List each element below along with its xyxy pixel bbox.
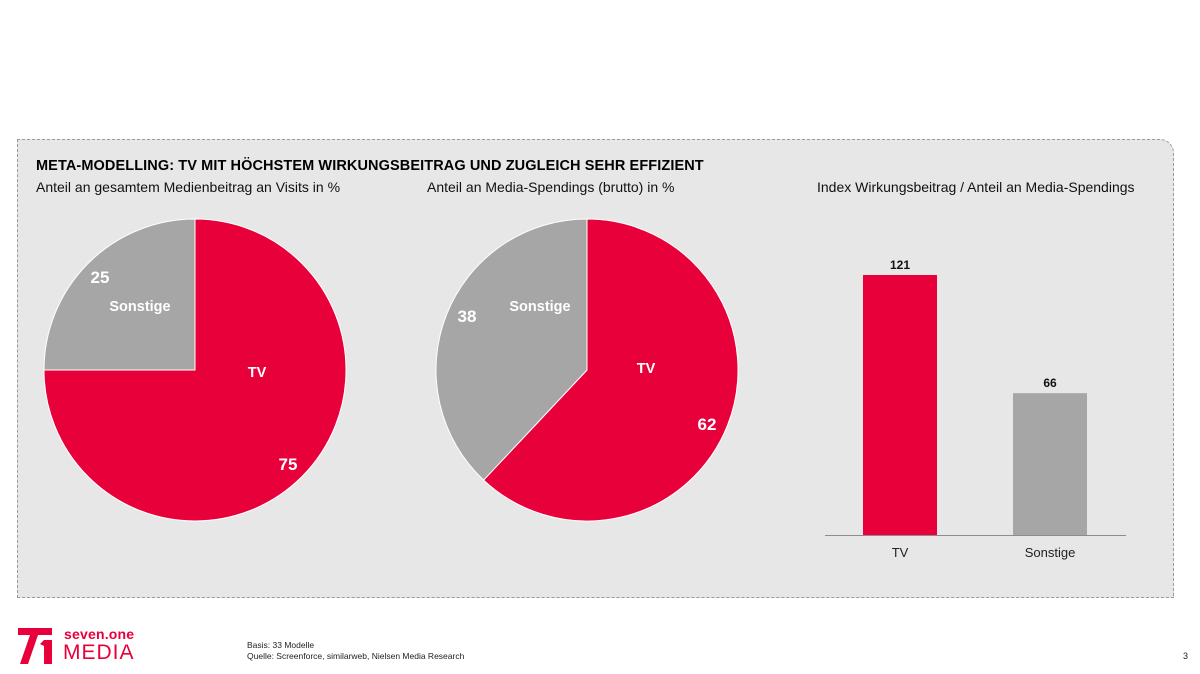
footnote-source: Quelle: Screenforce, similarweb, Nielsen… [247,651,464,661]
bar-value-tv: 121 [890,258,910,272]
bar-category-tv: TV [892,545,909,560]
bar-chart-index: 121 TV 66 Sonstige [0,0,1200,674]
brand-name: seven.one [64,626,134,642]
bar-tv [863,275,937,535]
page-number: 3 [1183,651,1188,661]
footnote-basis: Basis: 33 Modelle [247,640,314,650]
bar-sonstige [1013,393,1087,535]
seven-one-logo-icon [18,628,60,664]
bar-value-sonstige: 66 [1043,376,1057,390]
bar-category-sonstige: Sonstige [1025,545,1076,560]
brand-media: MEDIA [63,641,135,665]
